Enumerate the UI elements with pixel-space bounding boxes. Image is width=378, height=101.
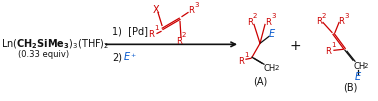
Text: R: R xyxy=(238,57,244,66)
Text: R: R xyxy=(316,17,322,26)
Text: 1: 1 xyxy=(154,25,158,31)
Text: 3: 3 xyxy=(194,2,198,8)
Text: E: E xyxy=(124,52,130,62)
Text: 1: 1 xyxy=(244,52,248,58)
Text: R: R xyxy=(176,37,182,46)
Text: 2: 2 xyxy=(275,65,279,71)
Text: R: R xyxy=(325,47,331,56)
Text: 3: 3 xyxy=(344,13,349,18)
Text: R: R xyxy=(247,18,253,27)
Text: +: + xyxy=(289,39,301,53)
Text: 1: 1 xyxy=(331,42,336,48)
Text: 2: 2 xyxy=(322,13,326,18)
Text: 2: 2 xyxy=(364,63,369,69)
Text: (B): (B) xyxy=(343,82,357,92)
Text: R: R xyxy=(188,6,194,15)
Text: (0.33 equiv): (0.33 equiv) xyxy=(18,50,69,59)
Text: CH: CH xyxy=(353,62,365,71)
Text: 1)  [Pd]: 1) [Pd] xyxy=(112,26,148,36)
Text: R: R xyxy=(265,18,271,27)
Text: E: E xyxy=(355,72,361,82)
Text: R: R xyxy=(148,30,154,39)
Text: CH: CH xyxy=(264,64,276,73)
Text: (A): (A) xyxy=(253,76,267,86)
Text: Ln($\mathbf{CH_2SiMe_3})_3$(THF)$_2$: Ln($\mathbf{CH_2SiMe_3})_3$(THF)$_2$ xyxy=(1,38,109,51)
Text: 2: 2 xyxy=(253,14,257,19)
Text: 2): 2) xyxy=(112,52,122,62)
Text: X: X xyxy=(153,5,159,15)
Text: R: R xyxy=(338,17,344,26)
Text: E: E xyxy=(269,29,275,39)
Text: +: + xyxy=(130,53,135,58)
Text: 2: 2 xyxy=(182,32,186,38)
Text: 3: 3 xyxy=(271,14,276,19)
